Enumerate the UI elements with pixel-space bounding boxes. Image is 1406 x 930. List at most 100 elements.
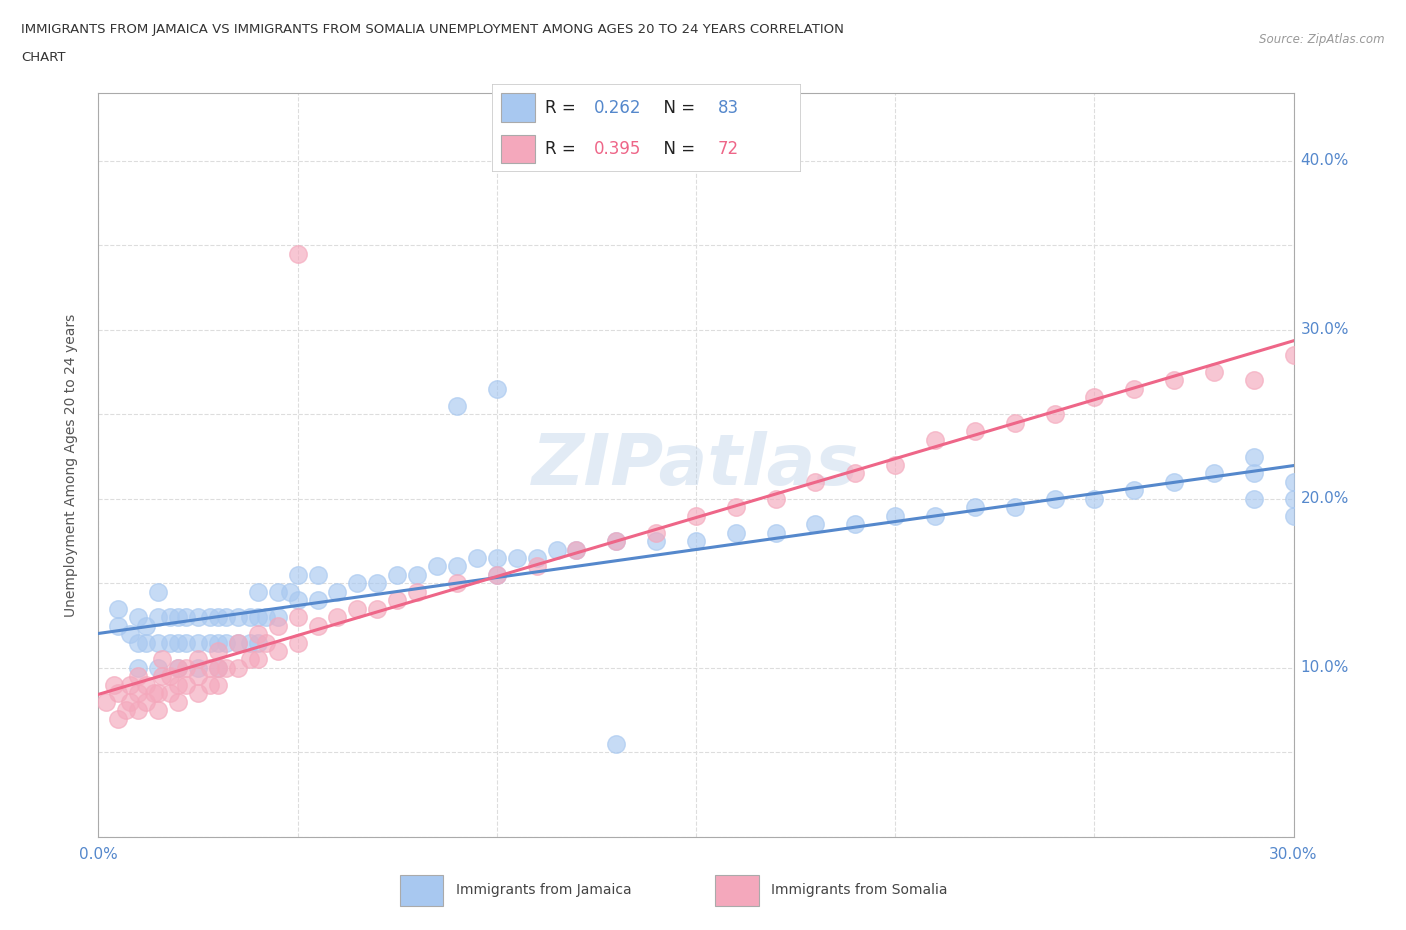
Point <box>844 517 866 532</box>
Bar <box>502 93 536 122</box>
Point <box>278 584 301 599</box>
Point <box>1163 373 1185 388</box>
Point <box>174 635 197 650</box>
Point <box>207 677 229 692</box>
Point <box>198 610 221 625</box>
Point <box>1004 499 1026 514</box>
Point <box>307 567 329 582</box>
Point <box>143 685 166 700</box>
Point <box>226 635 249 650</box>
Point <box>246 627 269 642</box>
Point <box>287 246 309 261</box>
Point <box>174 677 197 692</box>
Point <box>187 610 209 625</box>
Point <box>226 660 249 675</box>
Point <box>167 660 190 675</box>
Point <box>127 669 149 684</box>
Point <box>385 567 409 582</box>
Point <box>465 551 488 565</box>
Point <box>159 669 181 684</box>
Point <box>120 677 142 692</box>
Point <box>267 584 290 599</box>
Point <box>884 458 907 472</box>
Point <box>135 635 157 650</box>
Point <box>366 576 388 591</box>
Point <box>406 584 429 599</box>
Point <box>148 584 170 599</box>
Text: 30.0%: 30.0% <box>1301 322 1348 338</box>
Point <box>150 669 173 684</box>
Text: CHART: CHART <box>21 51 66 64</box>
Point <box>1163 474 1185 489</box>
Point <box>506 551 529 565</box>
Point <box>267 618 290 633</box>
Point <box>685 509 707 524</box>
Point <box>963 424 986 439</box>
Point <box>287 567 309 582</box>
Bar <box>502 135 536 164</box>
Point <box>226 610 249 625</box>
Point <box>174 660 197 675</box>
Point <box>346 576 368 591</box>
Point <box>1243 466 1265 481</box>
Point <box>198 660 221 675</box>
Point <box>1004 416 1026 431</box>
Point <box>326 584 349 599</box>
Text: N =: N = <box>652 99 700 116</box>
Point <box>605 737 627 751</box>
Point <box>239 652 262 667</box>
Point <box>148 635 170 650</box>
Point <box>963 499 986 514</box>
Point <box>526 559 548 574</box>
Text: 72: 72 <box>718 140 740 158</box>
Text: 0.262: 0.262 <box>595 99 641 116</box>
Point <box>127 685 149 700</box>
Point <box>127 635 149 650</box>
Point <box>1202 365 1225 379</box>
Point <box>167 635 190 650</box>
Point <box>1282 474 1305 489</box>
Point <box>159 635 181 650</box>
Point <box>326 610 349 625</box>
Point <box>1282 348 1305 363</box>
Point <box>446 398 468 413</box>
Point <box>120 627 142 642</box>
Point <box>127 703 149 718</box>
Point <box>1243 449 1265 464</box>
Point <box>645 534 668 549</box>
Point <box>565 542 588 557</box>
Point <box>645 525 668 540</box>
Point <box>187 652 209 667</box>
Point <box>150 652 173 667</box>
Text: Source: ZipAtlas.com: Source: ZipAtlas.com <box>1260 33 1385 46</box>
Text: Immigrants from Jamaica: Immigrants from Jamaica <box>456 884 631 897</box>
Point <box>884 509 907 524</box>
Text: 83: 83 <box>718 99 740 116</box>
Point <box>1043 491 1066 506</box>
Point <box>1083 390 1105 405</box>
Point <box>307 592 329 607</box>
Point <box>207 635 229 650</box>
Point <box>226 635 249 650</box>
Point <box>724 525 747 540</box>
Point <box>167 677 190 692</box>
Point <box>215 660 238 675</box>
Point <box>115 703 138 718</box>
Point <box>246 610 269 625</box>
Point <box>366 602 388 617</box>
Point <box>485 567 508 582</box>
Point <box>287 635 309 650</box>
Point <box>167 610 190 625</box>
Point <box>254 635 277 650</box>
Text: ZIPatlas: ZIPatlas <box>533 431 859 499</box>
Point <box>1123 483 1146 498</box>
FancyBboxPatch shape <box>492 84 801 172</box>
Point <box>446 559 468 574</box>
Point <box>1202 466 1225 481</box>
Point <box>924 509 946 524</box>
Point <box>215 635 238 650</box>
Text: 10.0%: 10.0% <box>1301 660 1348 675</box>
Text: IMMIGRANTS FROM JAMAICA VS IMMIGRANTS FROM SOMALIA UNEMPLOYMENT AMONG AGES 20 TO: IMMIGRANTS FROM JAMAICA VS IMMIGRANTS FR… <box>21 23 844 36</box>
Point <box>167 660 190 675</box>
Point <box>765 491 787 506</box>
